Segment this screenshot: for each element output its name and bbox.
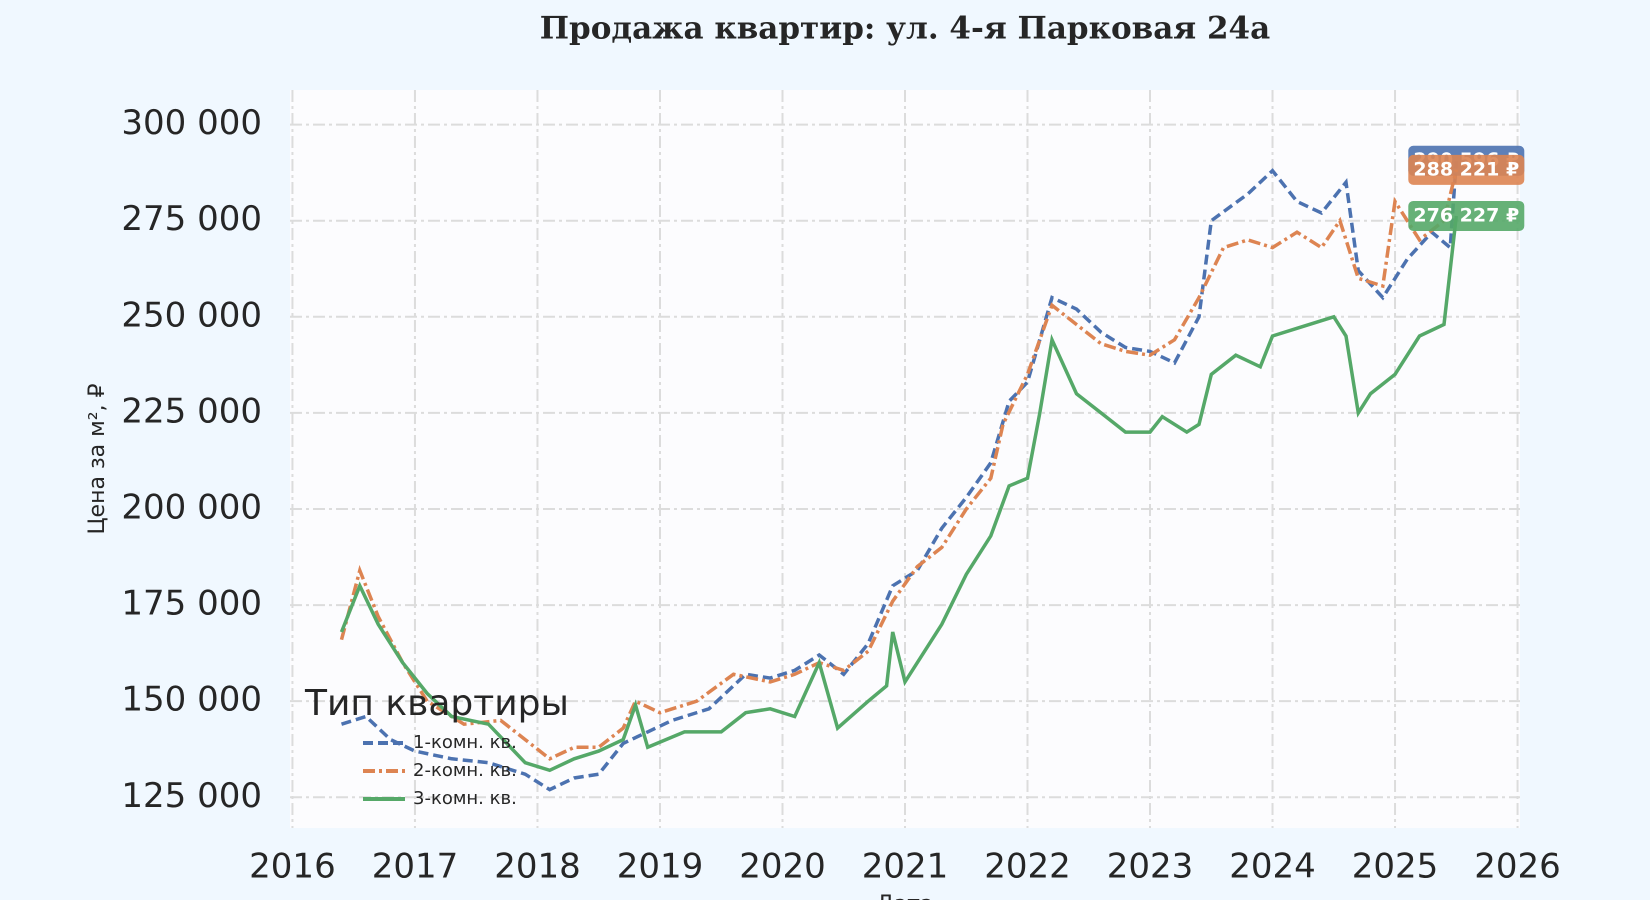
end-label-box <box>1408 200 1525 231</box>
y-tick-label: 150 000 <box>121 680 262 720</box>
y-tick-label: 175 000 <box>121 584 262 624</box>
series-line <box>339 215 1459 773</box>
x-tick-label: 2024 <box>1229 847 1316 887</box>
x-tick-label: 2022 <box>984 847 1071 887</box>
series-line <box>340 160 1459 792</box>
legend-label: 2-комн. кв. <box>413 760 517 781</box>
x-tick-label: 2017 <box>372 847 459 887</box>
x-tick-label: 2018 <box>494 847 581 887</box>
y-tick-label: 300 000 <box>121 103 262 143</box>
legend-title: Тип квартиры <box>304 683 569 724</box>
legend-label: 1-комн. кв. <box>413 732 517 753</box>
y-tick-label: 250 000 <box>121 295 262 335</box>
y-tick-label: 125 000 <box>121 776 262 816</box>
x-tick-label: 2026 <box>1474 847 1561 887</box>
x-axis-label: Дата <box>877 892 934 900</box>
legend-label: 3-комн. кв. <box>413 788 517 809</box>
end-label-text: 288 221 ₽ <box>1413 158 1519 180</box>
end-label-box <box>1408 154 1525 185</box>
x-tick-label: 2023 <box>1107 847 1194 887</box>
series-line <box>339 169 1459 761</box>
chart-title: Продажа квартир: ул. 4-я Парковая 24а <box>540 11 1270 47</box>
y-axis-label: Цена за м², ₽ <box>85 383 110 534</box>
end-label: 288 221 ₽ <box>1408 154 1525 185</box>
y-tick-label: 200 000 <box>121 487 262 527</box>
x-tick-label: 2021 <box>862 847 949 887</box>
x-tick-label: 2020 <box>739 847 826 887</box>
end-label-text: 276 227 ₽ <box>1413 204 1519 226</box>
x-tick-label: 2019 <box>617 847 704 887</box>
x-tick-label: 2016 <box>249 847 336 887</box>
x-tick-label: 2025 <box>1352 847 1439 887</box>
y-tick-label: 275 000 <box>121 199 262 239</box>
end-label: 276 227 ₽ <box>1408 200 1525 231</box>
y-tick-label: 225 000 <box>121 391 262 431</box>
